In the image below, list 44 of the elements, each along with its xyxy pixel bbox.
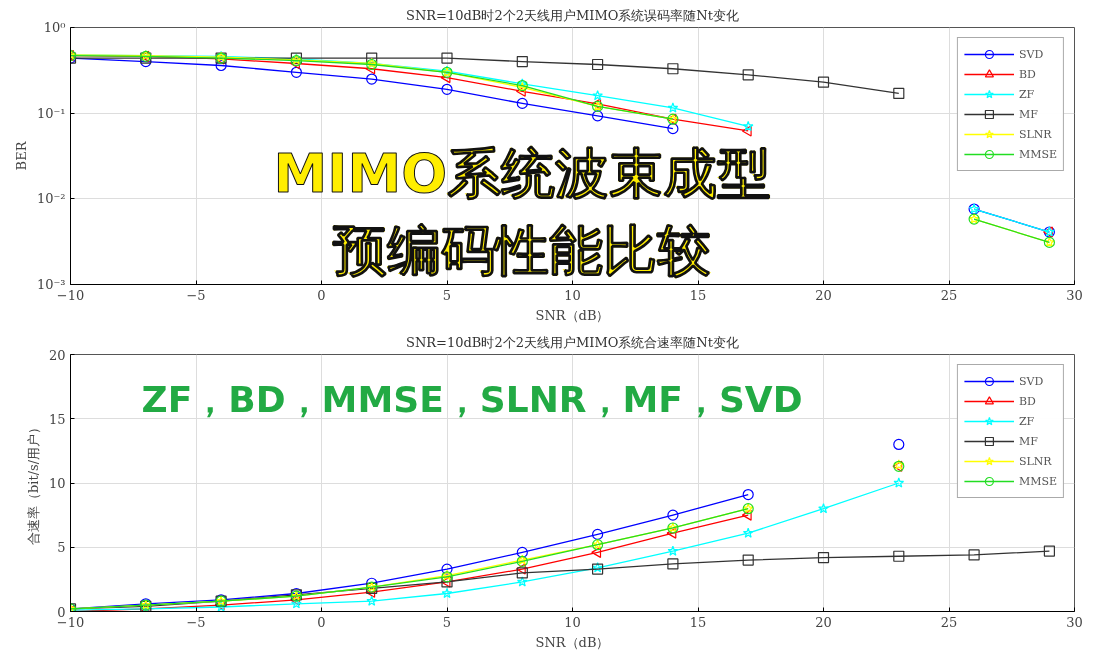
legend-label: SLNR — [1018, 454, 1052, 468]
x-tick-label: 25 — [940, 287, 958, 303]
annotation: ZF，BD，MMSE，SLNR，MF，SVD — [141, 378, 803, 420]
legend-label: ZF — [1018, 87, 1036, 101]
x-tick-label: 0 — [317, 287, 326, 303]
chart-title: SNR=10dB时2个2天线用户MIMO系统合速率随Nt变化 — [406, 334, 739, 350]
y-tick-label: 10 — [48, 476, 66, 491]
legend-label: SVD — [1018, 47, 1044, 61]
legend-label: MF — [1018, 107, 1039, 121]
annotation: MIMO系统波束成型 — [273, 141, 772, 205]
y-tick-label: 5 — [57, 540, 66, 556]
legend-label: MMSE — [1018, 147, 1057, 161]
legend-label: ZF — [1018, 414, 1036, 428]
x-tick-label: 5 — [442, 614, 452, 630]
chart-title: SNR=10dB时2个2天线用户MIMO系统误码率随Nt变化 — [406, 7, 739, 23]
x-tick-label: 15 — [689, 614, 707, 630]
annotation: 预编码性能比较 — [332, 218, 713, 282]
x-tick-label: 15 — [689, 287, 707, 303]
y-tick-label: 10⁻² — [36, 191, 66, 207]
y-axis-title: 合速率（bit/s/用户） — [25, 420, 41, 546]
legend-label: BD — [1018, 394, 1037, 408]
legend-label: MF — [1018, 434, 1039, 448]
y-tick-label: 20 — [48, 347, 66, 363]
x-tick-label: 10 — [564, 287, 581, 303]
legend-label: SVD — [1018, 374, 1044, 388]
x-tick-label: 10 — [564, 614, 581, 630]
x-tick-label: −5 — [186, 287, 206, 303]
x-tick-label: 5 — [442, 287, 452, 303]
x-axis-title: SNR（dB） — [535, 307, 610, 323]
y-tick-label: 10⁰ — [43, 20, 66, 35]
y-tick-label: 10⁻¹ — [36, 105, 66, 121]
legend-label: MMSE — [1018, 474, 1057, 488]
x-axis-title: SNR（dB） — [535, 634, 610, 650]
x-tick-label: 20 — [815, 287, 832, 303]
x-tick-label: 20 — [815, 614, 832, 630]
x-tick-label: −5 — [186, 614, 206, 630]
y-tick-label: 15 — [48, 411, 66, 427]
x-tick-label: 30 — [1066, 614, 1083, 630]
x-tick-label: 25 — [940, 614, 958, 630]
x-tick-label: 0 — [317, 614, 326, 630]
x-tick-label: 30 — [1066, 287, 1083, 303]
legend-label: SLNR — [1018, 127, 1052, 141]
legend-label: BD — [1018, 67, 1037, 81]
y-axis-title: BER — [13, 140, 29, 171]
